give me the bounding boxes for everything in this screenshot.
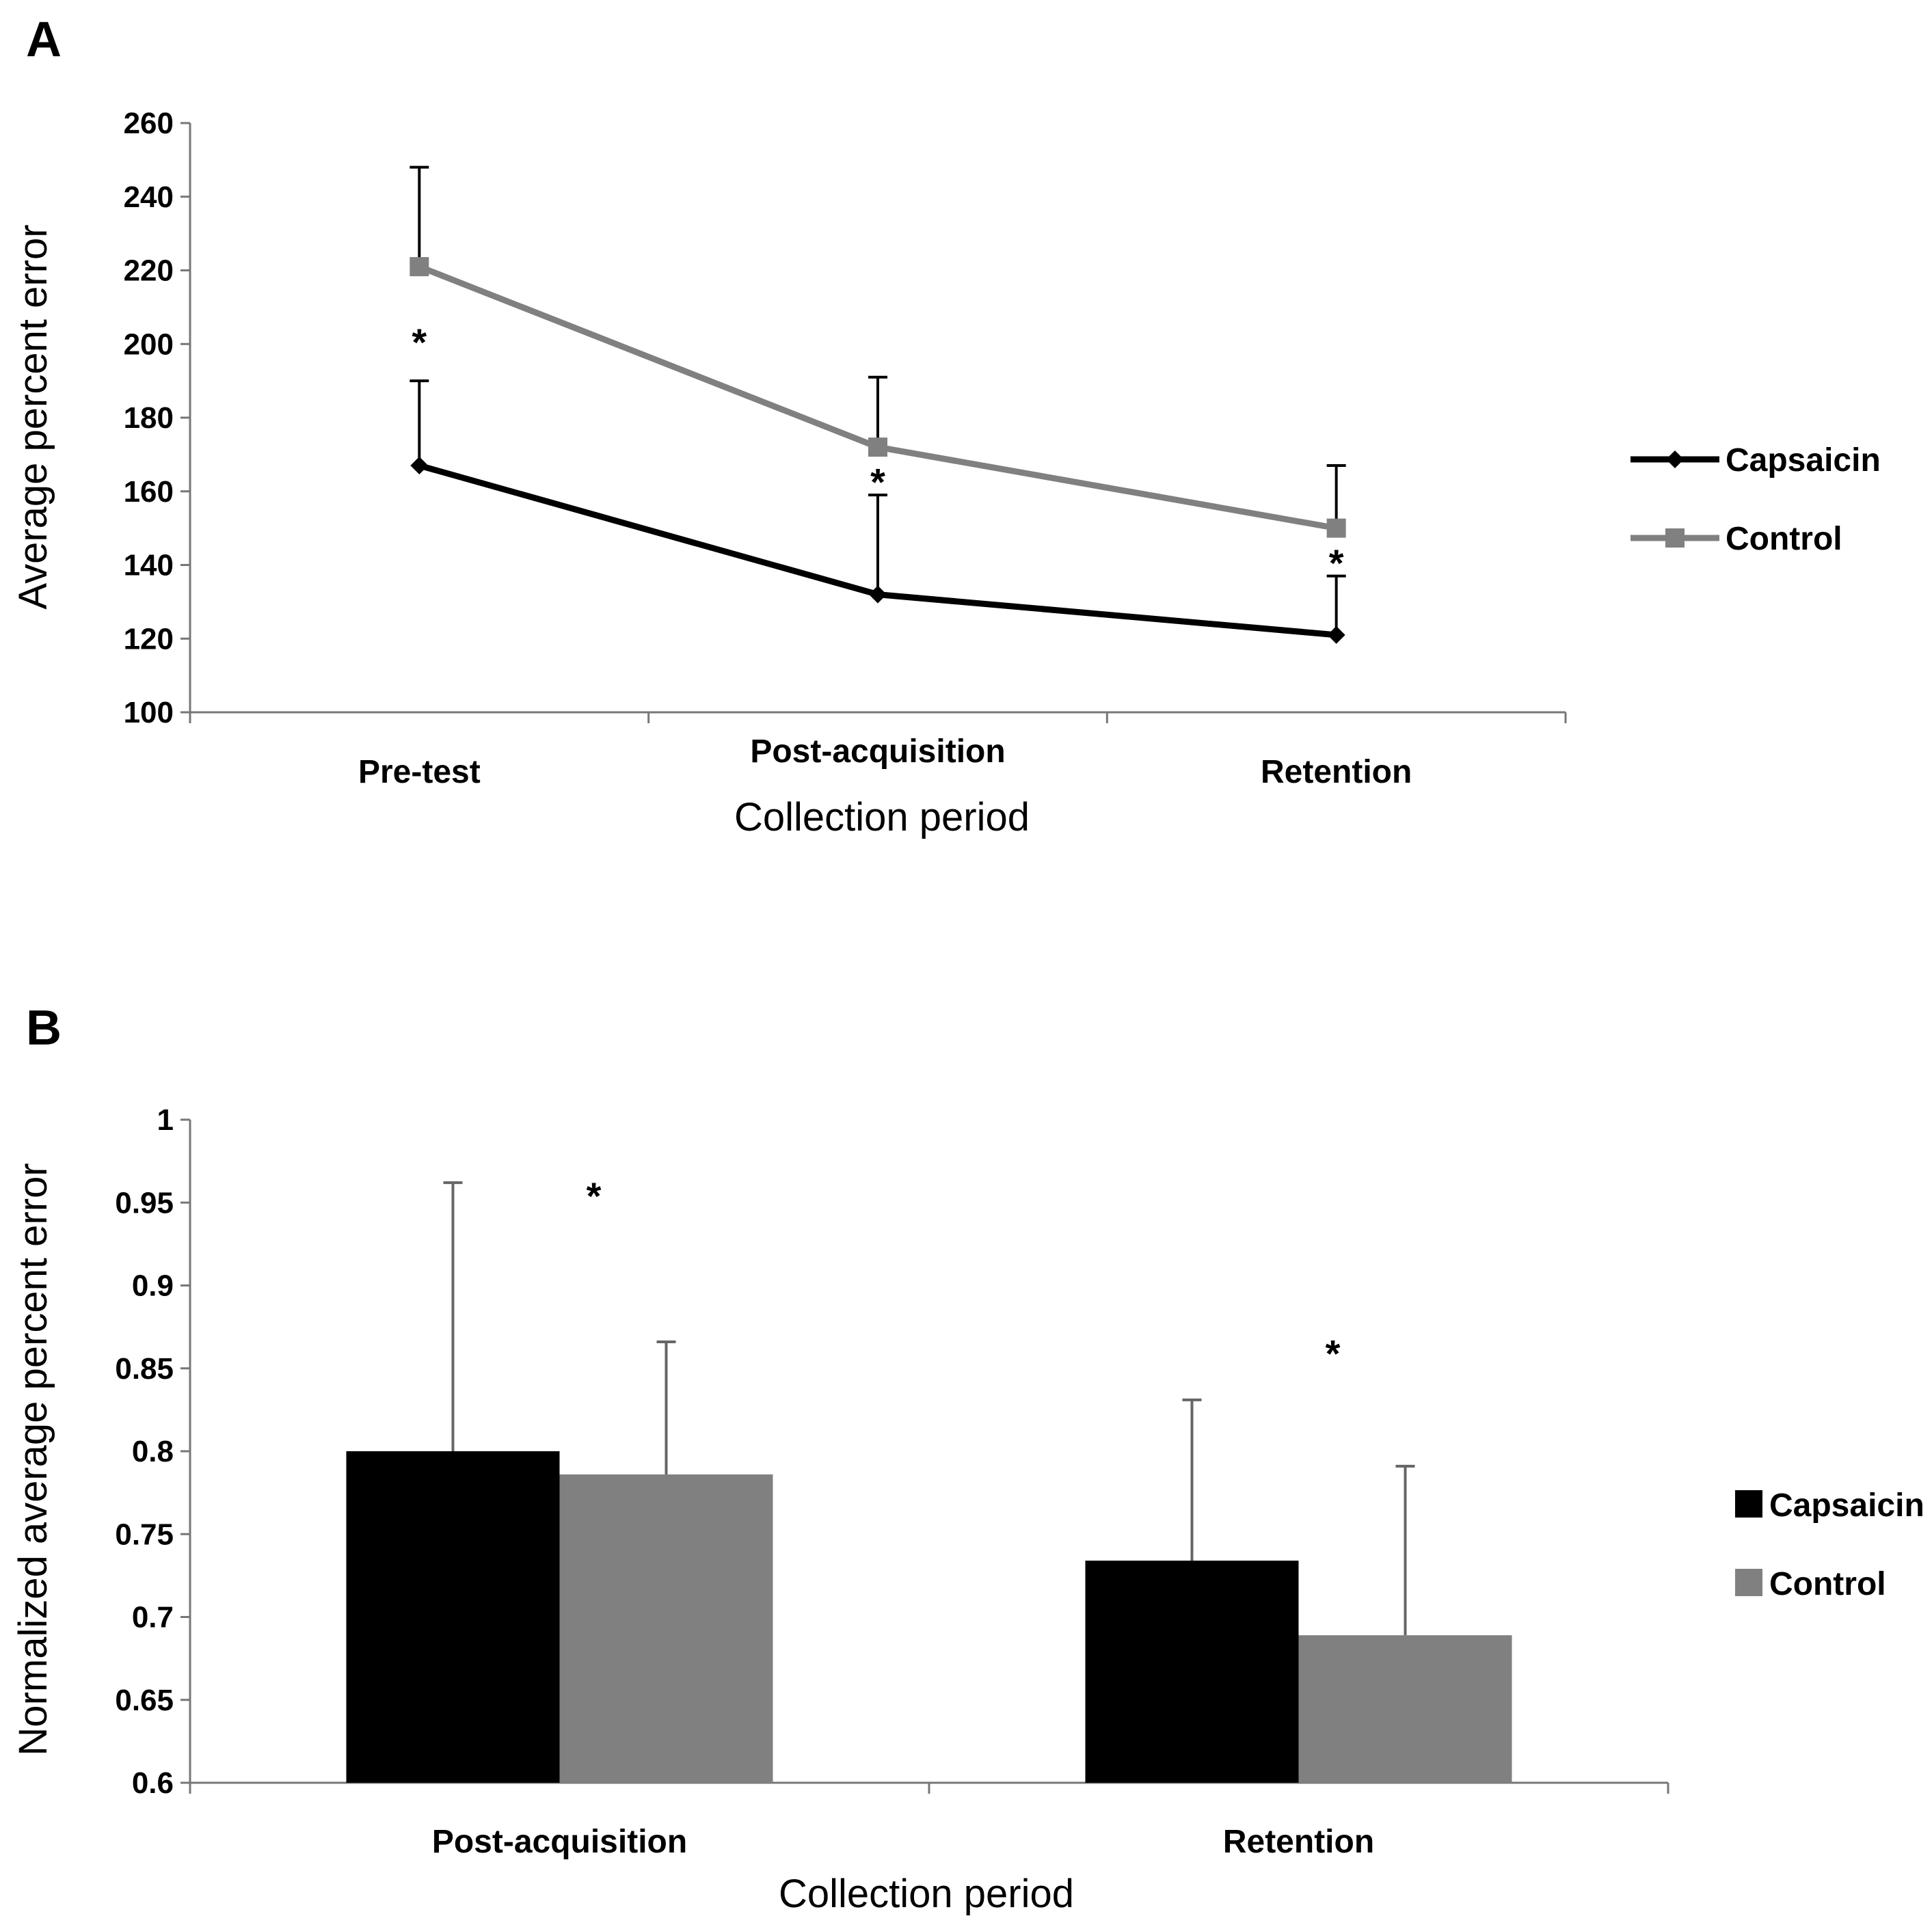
panel-b-capsaicin-bar xyxy=(1085,1561,1299,1783)
panel-a-significance-marker: * xyxy=(412,321,427,364)
panel-a-y-axis-title: Average percent error xyxy=(11,224,55,609)
panel-b-significance-marker: * xyxy=(1326,1332,1341,1375)
panel-b-legend-control-label: Control xyxy=(1769,1566,1886,1602)
panel-b-x-axis-title: Collection period xyxy=(779,1872,1074,1916)
panel-a-control-point xyxy=(410,257,429,277)
panel-b-legend-control-swatch xyxy=(1735,1569,1762,1596)
panel-b-y-tick-label: 0.95 xyxy=(115,1186,174,1219)
panel-a-legend-capsaicin-label: Capsaicin xyxy=(1726,442,1881,479)
panel-a-significance-marker: * xyxy=(1329,541,1344,584)
panel-a-letter: A xyxy=(26,12,62,67)
panel-a-y-tick-label: 260 xyxy=(124,107,174,140)
panel-a-annotations: * * * xyxy=(412,321,1343,584)
panel-a-legend-control-label: Control xyxy=(1726,521,1842,557)
panel-b-y-tick-label: 0.7 xyxy=(132,1601,174,1634)
panel-b-control-bar xyxy=(559,1474,773,1783)
panel-a-significance-marker: * xyxy=(870,461,885,504)
panel-b-y-tick-label: 1 xyxy=(157,1103,174,1137)
panel-a-capsaicin-point xyxy=(410,457,429,475)
panel-a-y-tick-label: 180 xyxy=(124,401,174,435)
panel-a-x-ticks: Pre-test Post-acquisition Retention xyxy=(189,712,1567,790)
panel-b-y-axis-title: Normalized average percent error xyxy=(11,1163,55,1755)
panel-b-x-tick-label: Post-acquisition xyxy=(432,1824,687,1860)
panel-a-y-ticks: 100 120 140 160 180 200 220 240 260 xyxy=(124,107,190,729)
panel-a-x-tick-label: Pre-test xyxy=(358,754,481,790)
panel-a-legend: Capsaicin Control xyxy=(1631,442,1881,557)
panel-a-y-tick-label: 100 xyxy=(124,696,174,729)
panel-b-legend-capsaicin-label: Capsaicin xyxy=(1769,1487,1924,1524)
panel-b-legend: Capsaicin Control xyxy=(1735,1487,1924,1602)
panel-a-series xyxy=(410,165,1346,644)
panel-b-bars xyxy=(346,1181,1512,1783)
panel-a-y-tick-label: 160 xyxy=(124,475,174,509)
panel-a-y-tick-label: 200 xyxy=(124,327,174,361)
panel-b-control-bar xyxy=(1298,1635,1512,1783)
panel-a-y-tick-label: 240 xyxy=(124,180,174,214)
panel-b-bar-chart: 0.6 0.65 0.7 0.75 0.8 0.85 0.9 0.95 1 Post-acqui… xyxy=(11,1103,1924,1916)
panel-a-capsaicin-point xyxy=(1327,625,1345,644)
panel-a-y-tick-label: 220 xyxy=(124,254,174,288)
panel-a-x-axis-title: Collection period xyxy=(734,795,1030,839)
panel-a-control-point xyxy=(868,437,887,457)
panel-a-control-point xyxy=(1326,518,1346,538)
panel-a-capsaicin-point xyxy=(869,585,887,604)
panel-b-significance-marker: * xyxy=(587,1174,602,1217)
panel-b-y-tick-label: 0.9 xyxy=(132,1269,174,1303)
panel-b-capsaicin-bar xyxy=(346,1451,560,1783)
panel-b-y-ticks: 0.6 0.65 0.7 0.75 0.8 0.85 0.9 0.95 1 xyxy=(115,1103,190,1800)
panel-b-y-tick-label: 0.85 xyxy=(115,1352,174,1386)
panel-b-letter: B xyxy=(26,1001,62,1055)
panel-b-x-ticks: Post-acquisition Retention xyxy=(189,1783,1669,1860)
panel-a-x-tick-label: Retention xyxy=(1261,754,1412,790)
panel-b-y-tick-label: 0.65 xyxy=(115,1684,174,1717)
panel-a-line-chart: 100 120 140 160 180 200 220 240 260 Pre-test Post… xyxy=(11,107,1881,839)
panel-a-y-tick-label: 120 xyxy=(124,622,174,656)
panel-b-y-tick-label: 0.75 xyxy=(115,1518,174,1551)
panel-b-y-tick-label: 0.6 xyxy=(132,1766,174,1800)
panel-a-y-tick-label: 140 xyxy=(124,549,174,582)
panel-a-x-tick-label: Post-acquisition xyxy=(750,733,1005,770)
panel-b-y-tick-label: 0.8 xyxy=(132,1435,174,1468)
panel-b-annotations: ** xyxy=(587,1174,1341,1375)
panel-a-legend-capsaicin-marker xyxy=(1666,450,1684,468)
panel-a-legend-control-marker xyxy=(1665,528,1685,548)
panel-b-x-tick-label: Retention xyxy=(1223,1824,1374,1860)
panel-b-legend-capsaicin-swatch xyxy=(1735,1490,1762,1518)
